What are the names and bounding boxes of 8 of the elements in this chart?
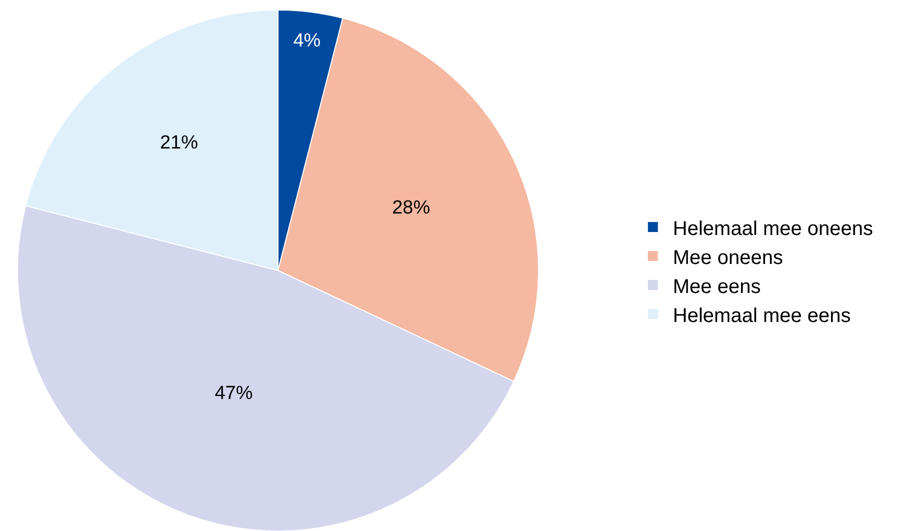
legend-label: Mee oneens: [672, 246, 783, 269]
data-label: 28%: [392, 197, 430, 218]
data-label: 4%: [293, 30, 321, 52]
legend-label: Helemaal mee oneens: [672, 218, 874, 240]
legend-label: Helemaal mee eens: [672, 304, 851, 327]
data-label: 47%: [214, 382, 253, 404]
data-label: 21%: [160, 132, 198, 154]
legend-label: Mee eens: [672, 276, 761, 298]
